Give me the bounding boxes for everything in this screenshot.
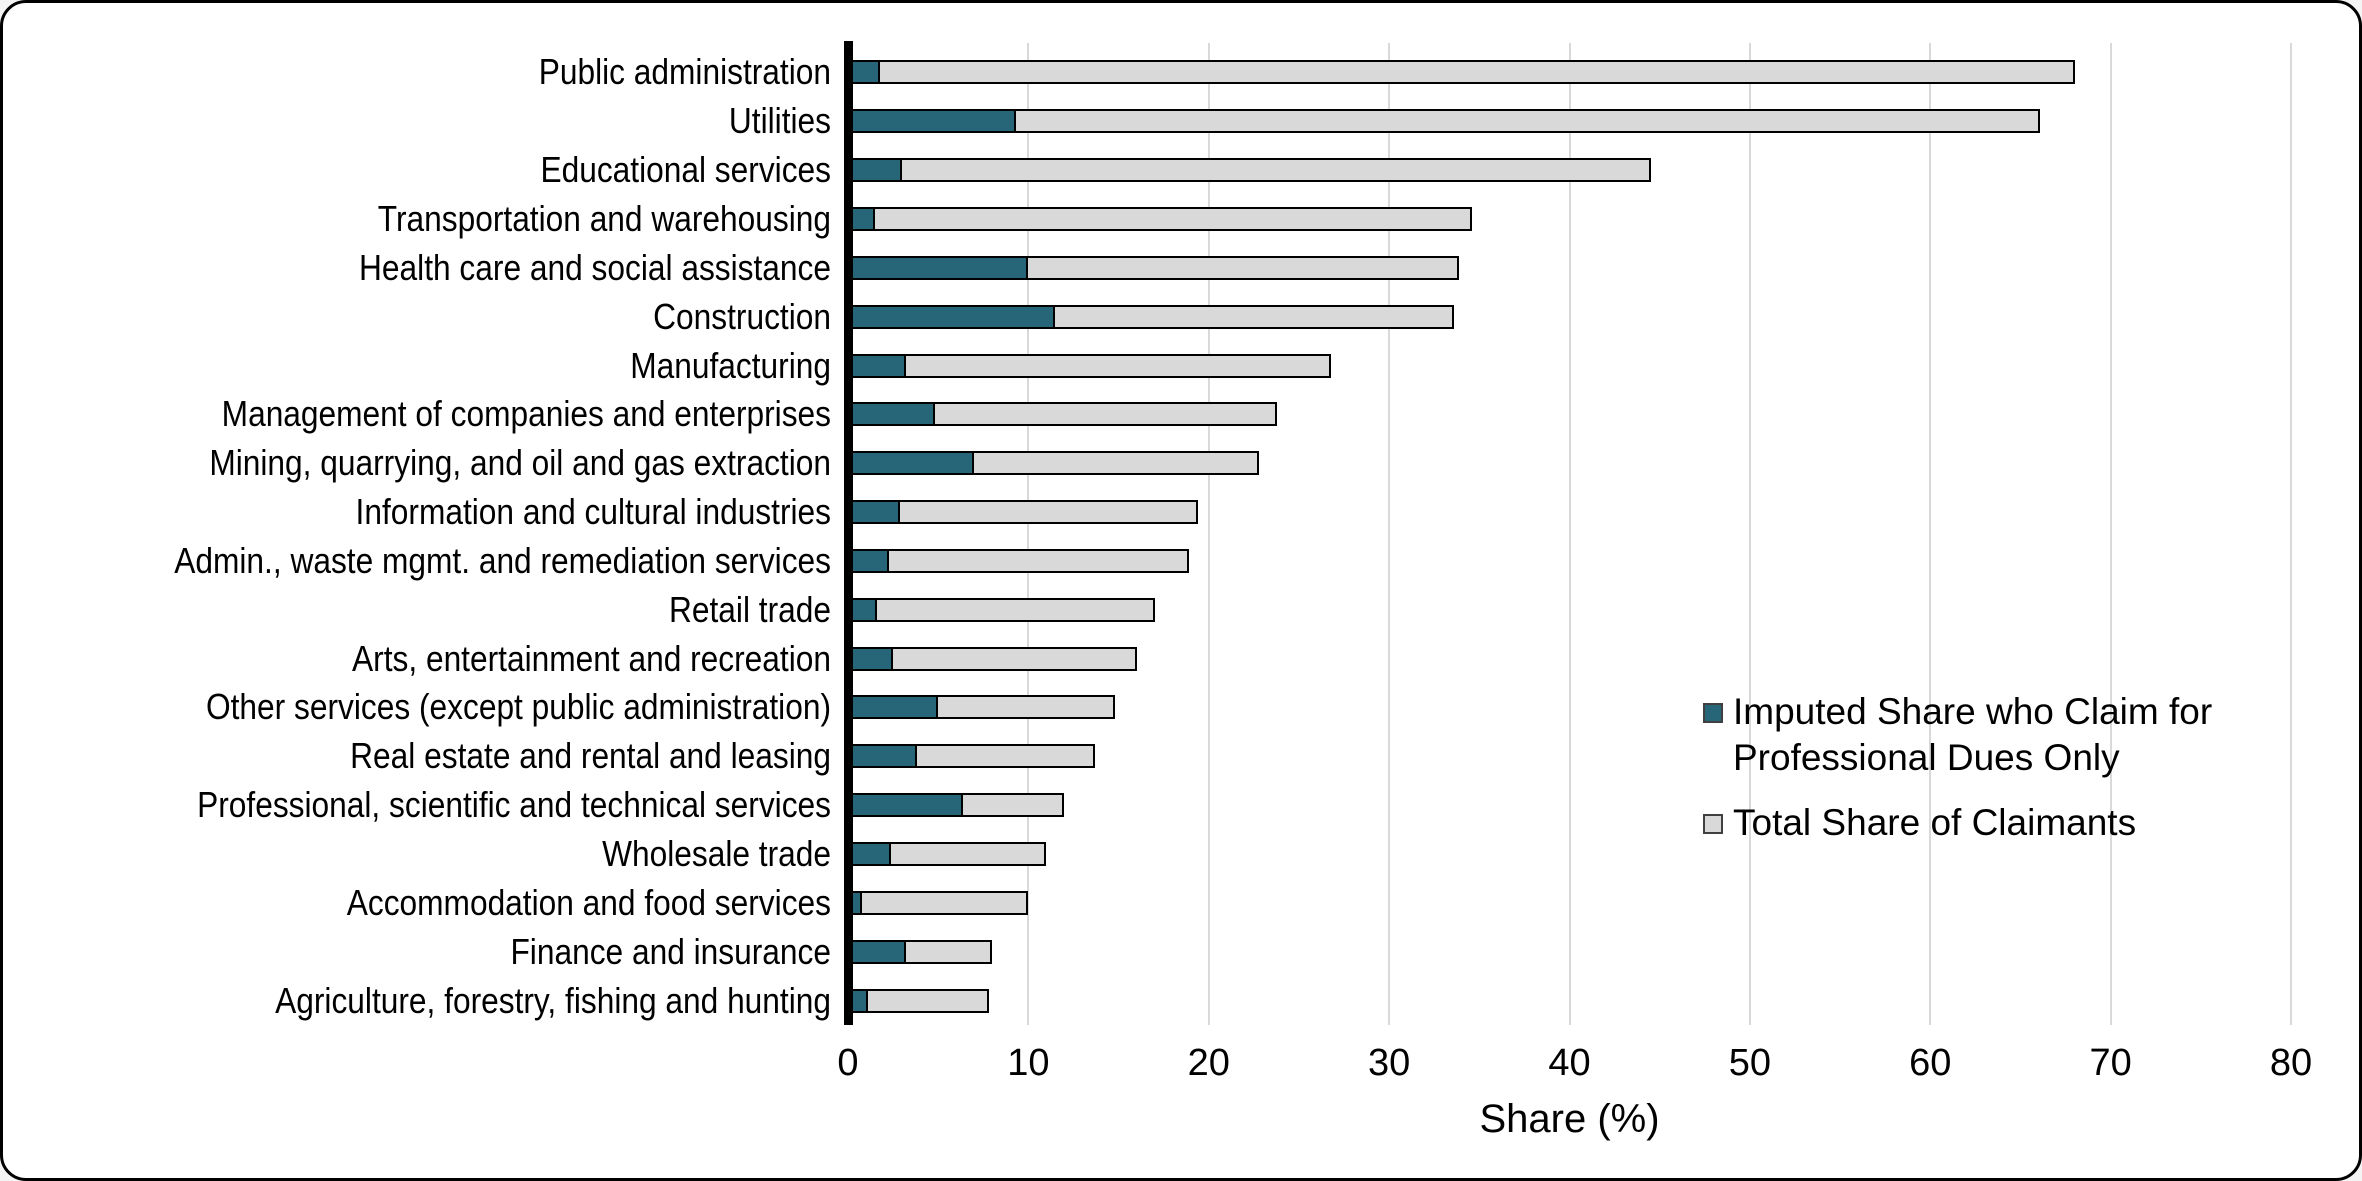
x-tick-label: 60 xyxy=(1909,1042,1952,1084)
bar-imputed-segment xyxy=(850,941,906,962)
bar-total xyxy=(848,255,1459,280)
bar-total xyxy=(848,597,1155,622)
bar-imputed-segment xyxy=(850,160,902,181)
category-label: Real estate and rental and leasing xyxy=(350,735,831,777)
bar-imputed-segment xyxy=(850,550,889,571)
bar-total xyxy=(848,890,1028,915)
category-label: Agriculture, forestry, fishing and hunti… xyxy=(275,979,831,1021)
x-tick-label: 40 xyxy=(1548,1042,1591,1084)
bar-total xyxy=(848,695,1115,720)
bar-imputed-segment xyxy=(850,697,938,718)
category-label: Other services (except public administra… xyxy=(205,686,831,728)
bar-total xyxy=(848,500,1198,525)
legend-label-total: Total Share of Claimants xyxy=(1733,802,2137,843)
category-label: Educational services xyxy=(540,149,831,191)
legend: Imputed Share who Claim for Professional… xyxy=(1703,689,2293,846)
gridline-30 xyxy=(1388,43,1391,1025)
category-label: Information and cultural industries xyxy=(355,491,831,533)
bar-imputed-segment xyxy=(850,502,900,523)
category-label: Public administration xyxy=(538,51,831,93)
bar-total xyxy=(848,646,1137,671)
bar-imputed-segment xyxy=(850,111,1016,132)
category-label: Retail trade xyxy=(668,588,831,630)
gridline-40 xyxy=(1568,43,1571,1025)
gridline-20 xyxy=(1207,43,1210,1025)
bar-imputed-segment xyxy=(850,208,875,229)
legend-item-imputed: Imputed Share who Claim for Professional… xyxy=(1703,689,2293,781)
bar-total xyxy=(848,158,1651,183)
category-label: Admin., waste mgmt. and remediation serv… xyxy=(174,539,832,581)
category-label: Accommodation and food services xyxy=(346,881,831,923)
category-label: Mining, quarrying, and oil and gas extra… xyxy=(209,442,831,484)
y-axis-line xyxy=(843,41,853,1025)
bar-total xyxy=(848,548,1189,573)
category-label: Manufacturing xyxy=(630,344,831,386)
category-label: Finance and insurance xyxy=(510,930,831,972)
gridline-50 xyxy=(1748,43,1751,1025)
bar-total xyxy=(848,988,989,1013)
x-tick-label: 70 xyxy=(2089,1042,2132,1084)
category-label: Management of companies and enterprises xyxy=(221,393,831,435)
bar-imputed-segment xyxy=(850,62,880,83)
category-label: Utilities xyxy=(728,100,831,142)
category-label: Professional, scientific and technical s… xyxy=(197,784,831,826)
bar-imputed-segment xyxy=(850,355,906,376)
bar-imputed-segment xyxy=(850,795,963,816)
category-label: Construction xyxy=(653,295,831,337)
x-tick-label: 20 xyxy=(1187,1042,1230,1084)
bar-total xyxy=(848,353,1331,378)
x-tick-label: 50 xyxy=(1728,1042,1772,1084)
imputed-series-swatch xyxy=(1703,703,1723,723)
x-tick-label: 80 xyxy=(2269,1042,2313,1084)
bar-imputed-segment xyxy=(850,990,868,1011)
bar-imputed-segment xyxy=(850,599,877,620)
bar-imputed-segment xyxy=(850,306,1055,327)
bar-imputed-segment xyxy=(850,648,893,669)
legend-label-imputed: Imputed Share who Claim for Professional… xyxy=(1733,691,2213,778)
x-axis-title: Share (%) xyxy=(1479,1097,1660,1141)
total-series-swatch xyxy=(1703,814,1723,834)
legend-item-total: Total Share of Claimants xyxy=(1703,800,2293,846)
category-label: Transportation and warehousing xyxy=(377,197,831,239)
gridline-70 xyxy=(2109,43,2112,1025)
bar-imputed-segment xyxy=(850,453,974,474)
bar-total xyxy=(848,793,1064,818)
category-label: Health care and social assistance xyxy=(359,246,831,288)
bar-imputed-segment xyxy=(850,404,935,425)
gridline-10 xyxy=(1027,43,1030,1025)
bar-total xyxy=(848,304,1454,329)
bar-total xyxy=(848,842,1046,867)
bar-total xyxy=(848,206,1472,231)
gridline-60 xyxy=(1929,43,1932,1025)
bar-imputed-segment xyxy=(850,892,862,913)
gridline-80 xyxy=(2290,43,2292,1025)
bar-imputed-segment xyxy=(850,257,1028,278)
x-tick-label: 10 xyxy=(1007,1042,1050,1084)
plot-area: Public administration Utilities Educationa… xyxy=(3,3,2359,1178)
bar-imputed-segment xyxy=(850,746,917,767)
bar-total xyxy=(848,451,1259,476)
bar-total xyxy=(848,744,1095,769)
bar-imputed-segment xyxy=(850,844,891,865)
bar-total xyxy=(848,60,2075,85)
bar-total xyxy=(848,402,1277,427)
category-label: Arts, entertainment and recreation xyxy=(352,637,831,679)
x-tick-label: 0 xyxy=(837,1042,859,1084)
x-tick-label: 30 xyxy=(1367,1042,1411,1084)
bar-total xyxy=(848,939,992,964)
bar-total xyxy=(848,109,2040,134)
category-label: Wholesale trade xyxy=(602,833,831,875)
